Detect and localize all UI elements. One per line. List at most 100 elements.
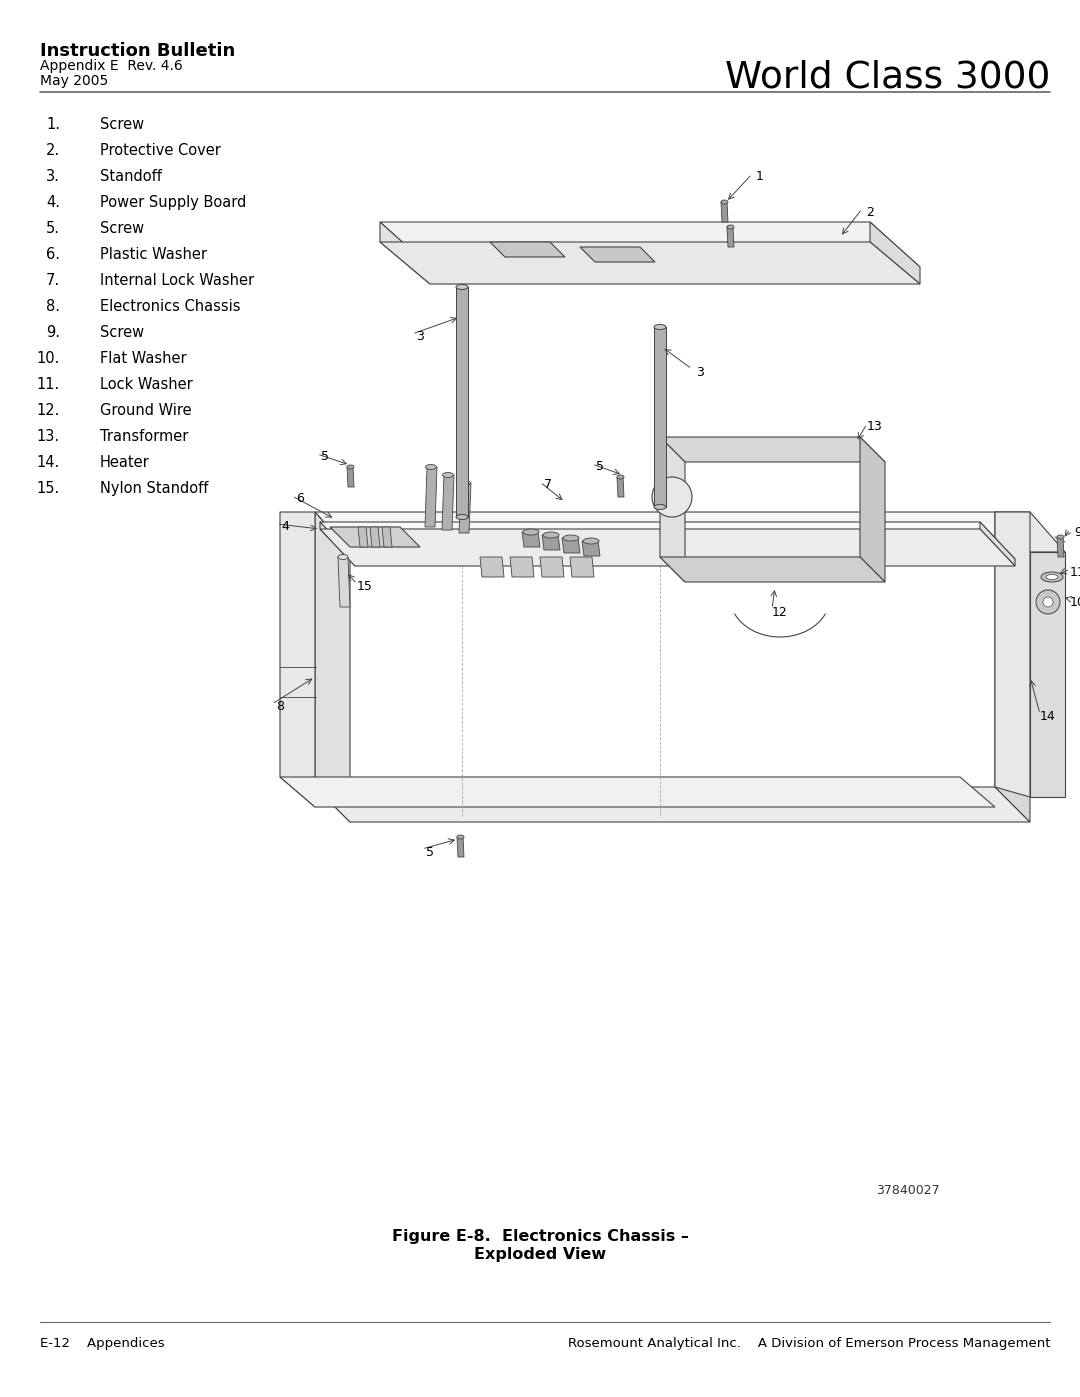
Polygon shape xyxy=(1057,536,1064,557)
Text: 2: 2 xyxy=(866,205,874,218)
Polygon shape xyxy=(426,467,437,527)
Text: 15: 15 xyxy=(357,581,373,594)
Text: 7: 7 xyxy=(544,479,552,492)
Polygon shape xyxy=(1030,552,1065,798)
Text: E-12    Appendices: E-12 Appendices xyxy=(40,1337,164,1350)
Polygon shape xyxy=(315,511,350,821)
Text: Rosemount Analytical Inc.    A Division of Emerson Process Management: Rosemount Analytical Inc. A Division of … xyxy=(567,1337,1050,1350)
Ellipse shape xyxy=(654,504,666,510)
Text: 13: 13 xyxy=(867,420,882,433)
Ellipse shape xyxy=(1047,574,1058,580)
Ellipse shape xyxy=(347,465,354,469)
Text: World Class 3000: World Class 3000 xyxy=(725,59,1050,95)
Polygon shape xyxy=(570,557,594,577)
Circle shape xyxy=(1043,597,1053,608)
Ellipse shape xyxy=(456,285,468,289)
Text: Instruction Bulletin: Instruction Bulletin xyxy=(40,42,235,60)
Polygon shape xyxy=(315,511,1030,552)
Ellipse shape xyxy=(583,538,599,543)
Text: 9: 9 xyxy=(1075,525,1080,538)
Polygon shape xyxy=(522,532,540,548)
Text: Electronics Chassis: Electronics Chassis xyxy=(100,299,241,314)
Polygon shape xyxy=(617,476,624,497)
Text: 1: 1 xyxy=(756,170,764,183)
Text: Ground Wire: Ground Wire xyxy=(100,402,191,418)
Ellipse shape xyxy=(459,481,471,486)
Text: Protective Cover: Protective Cover xyxy=(100,142,221,158)
Text: 14.: 14. xyxy=(37,455,60,469)
Ellipse shape xyxy=(443,472,454,478)
Text: Lock Washer: Lock Washer xyxy=(100,377,192,393)
Text: Screw: Screw xyxy=(100,117,144,131)
Polygon shape xyxy=(660,437,885,462)
Ellipse shape xyxy=(721,200,728,204)
Polygon shape xyxy=(582,541,600,556)
Text: Heater: Heater xyxy=(100,455,150,469)
Text: 12.: 12. xyxy=(37,402,60,418)
Polygon shape xyxy=(540,557,564,577)
Text: 4: 4 xyxy=(281,521,289,534)
Polygon shape xyxy=(320,522,1015,559)
Ellipse shape xyxy=(563,535,579,541)
Text: Plastic Washer: Plastic Washer xyxy=(100,247,207,263)
Polygon shape xyxy=(338,557,350,608)
Text: 8: 8 xyxy=(276,700,284,714)
Text: 3.: 3. xyxy=(46,169,60,184)
Text: 2.: 2. xyxy=(45,142,60,158)
Polygon shape xyxy=(280,777,995,807)
Polygon shape xyxy=(330,527,420,548)
Polygon shape xyxy=(980,522,1015,566)
Text: 9.: 9. xyxy=(46,326,60,339)
Text: Internal Lock Washer: Internal Lock Washer xyxy=(100,272,254,288)
Text: Standoff: Standoff xyxy=(100,169,162,184)
Text: 7.: 7. xyxy=(45,272,60,288)
Polygon shape xyxy=(457,837,464,856)
Circle shape xyxy=(652,476,692,517)
Text: 10: 10 xyxy=(1070,595,1080,609)
Ellipse shape xyxy=(727,225,734,229)
Text: Power Supply Board: Power Supply Board xyxy=(100,196,246,210)
Ellipse shape xyxy=(543,532,559,538)
Ellipse shape xyxy=(1041,571,1063,583)
Polygon shape xyxy=(320,522,355,566)
Polygon shape xyxy=(721,203,728,222)
Text: Flat Washer: Flat Washer xyxy=(100,351,187,366)
Polygon shape xyxy=(660,557,885,583)
Polygon shape xyxy=(280,511,315,807)
Polygon shape xyxy=(660,437,685,583)
Text: Transformer: Transformer xyxy=(100,429,188,444)
Polygon shape xyxy=(459,483,471,534)
Text: 6: 6 xyxy=(296,493,303,506)
Text: Screw: Screw xyxy=(100,326,144,339)
Text: 5.: 5. xyxy=(46,221,60,236)
Text: 11: 11 xyxy=(1070,566,1080,578)
Polygon shape xyxy=(870,222,920,284)
Ellipse shape xyxy=(338,555,348,560)
Polygon shape xyxy=(380,222,920,267)
Text: 1.: 1. xyxy=(46,117,60,131)
Polygon shape xyxy=(380,222,430,284)
Polygon shape xyxy=(580,247,654,263)
Ellipse shape xyxy=(456,514,468,520)
Text: Figure E-8.  Electronics Chassis –: Figure E-8. Electronics Chassis – xyxy=(392,1229,688,1243)
Text: Appendix E  Rev. 4.6: Appendix E Rev. 4.6 xyxy=(40,59,183,73)
Polygon shape xyxy=(347,467,354,488)
Text: 4.: 4. xyxy=(46,196,60,210)
Polygon shape xyxy=(860,437,885,583)
Polygon shape xyxy=(442,475,454,529)
Text: 3: 3 xyxy=(416,331,424,344)
Text: 3: 3 xyxy=(697,366,704,379)
Ellipse shape xyxy=(1057,535,1064,539)
Text: 13.: 13. xyxy=(37,429,60,444)
Text: 12: 12 xyxy=(772,605,788,619)
Ellipse shape xyxy=(617,475,624,479)
Text: 15.: 15. xyxy=(37,481,60,496)
Text: 14: 14 xyxy=(1040,711,1056,724)
Text: May 2005: May 2005 xyxy=(40,74,108,88)
Polygon shape xyxy=(995,511,1030,798)
Text: 11.: 11. xyxy=(37,377,60,393)
Ellipse shape xyxy=(654,324,666,330)
Polygon shape xyxy=(995,511,1065,552)
Polygon shape xyxy=(510,557,534,577)
Polygon shape xyxy=(357,527,368,548)
